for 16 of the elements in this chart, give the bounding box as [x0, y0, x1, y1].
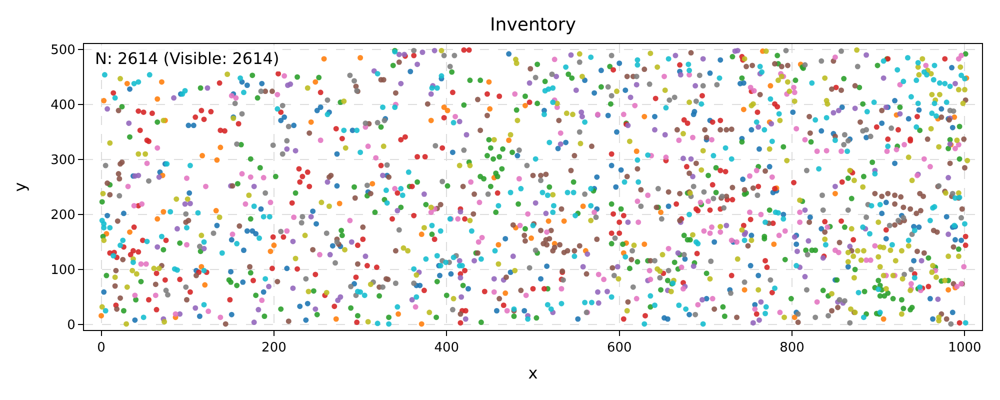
x-tick-label: 400	[434, 340, 460, 356]
y-tick-label: 400	[50, 98, 76, 114]
x-tick-label: 200	[262, 340, 286, 356]
x-axis-title: x	[528, 363, 538, 382]
chart-title: Inventory	[490, 14, 576, 36]
x-tick-label: 600	[606, 340, 632, 356]
y-axis-title: y	[10, 182, 30, 192]
y-tick-label: 0	[67, 318, 76, 334]
y-tick-label: 200	[50, 208, 76, 224]
x-tick-label: 0	[97, 340, 106, 356]
y-tick-label: 100	[50, 263, 76, 278]
y-tick-label: 500	[50, 43, 76, 58]
annotation: N: 2614 (Visible: 2614)	[95, 49, 280, 68]
x-tick-label: 800	[780, 340, 804, 356]
x-tick-label: 1000	[948, 340, 982, 356]
y-tick-label: 300	[50, 153, 76, 168]
